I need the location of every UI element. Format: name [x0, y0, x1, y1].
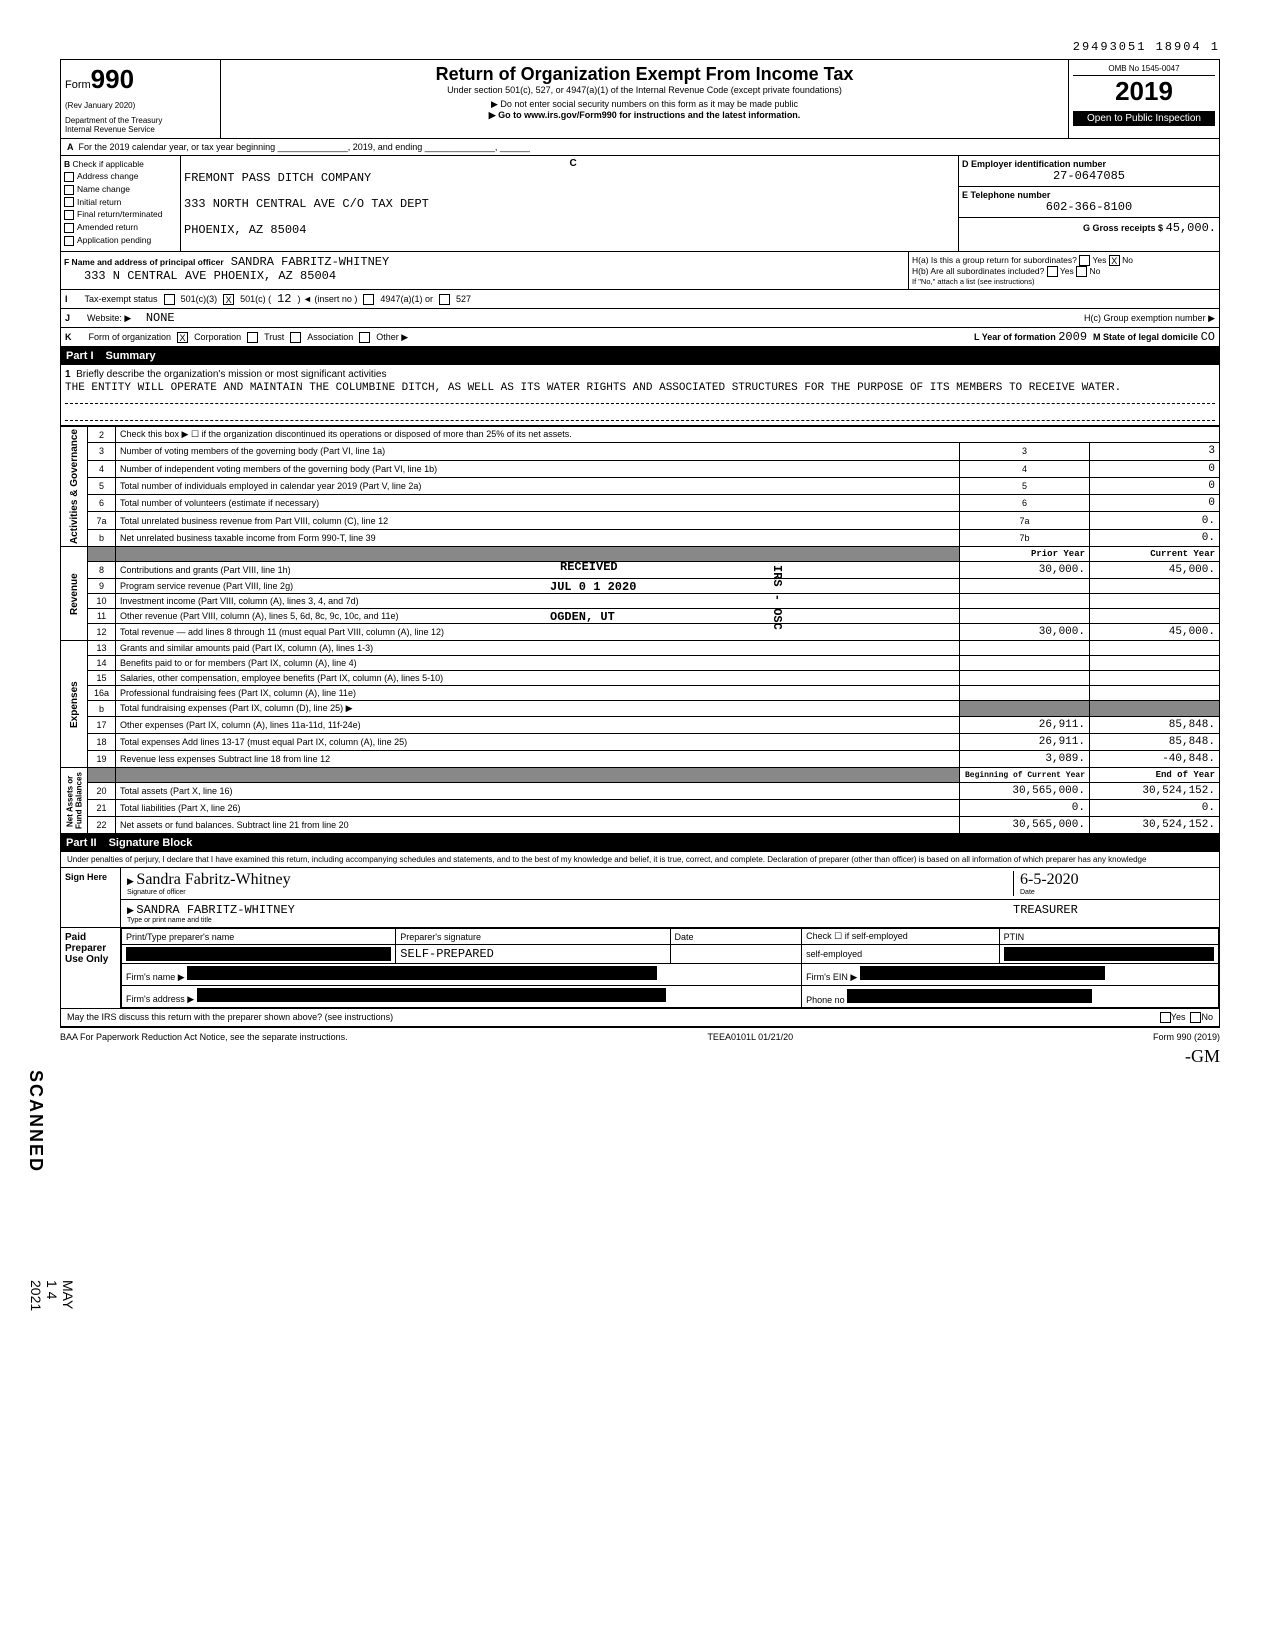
baa-notice: BAA For Paperwork Reduction Act Notice, … — [60, 1032, 348, 1042]
initials: -GM — [60, 1046, 1220, 1067]
discuss-text: May the IRS discuss this return with the… — [67, 1012, 1160, 1023]
signature: Sandra Fabritz-Whitney — [136, 871, 290, 888]
discuss-yes[interactable] — [1160, 1012, 1171, 1023]
vlabel-exp: Expenses — [61, 641, 88, 768]
discuss-no[interactable] — [1190, 1012, 1201, 1023]
chk-4947[interactable] — [363, 294, 374, 305]
omb-number: OMB No 1545-0047 — [1073, 64, 1215, 76]
chk-corp[interactable]: X — [177, 332, 188, 343]
row-j: J Website: ▶ NONE H(c) Group exemption n… — [60, 309, 1220, 328]
signature-block: Under penalties of perjury, I declare th… — [60, 852, 1220, 1027]
website-value: NONE — [146, 311, 175, 325]
chk-other[interactable] — [359, 332, 370, 343]
perjury-declaration: Under penalties of perjury, I declare th… — [61, 852, 1219, 868]
row-k: K Form of organization X Corporation Tru… — [60, 328, 1220, 347]
year-box: OMB No 1545-0047 2019 Open to Public Ins… — [1069, 60, 1219, 138]
hb-sub: If "No," attach a list (see instructions… — [912, 277, 1216, 286]
line2-text: Check this box ▶ ☐ if the organization d… — [116, 427, 1220, 443]
col-c-org: C FREMONT PASS DITCH COMPANY 333 NORTH C… — [181, 156, 959, 251]
form-dept: Department of the Treasury Internal Reve… — [65, 116, 216, 134]
scanned-stamp: SCANNED — [25, 1070, 46, 1173]
form-title: Return of Organization Exempt From Incom… — [225, 64, 1064, 85]
vlabel-gov: Activities & Governance — [61, 427, 88, 547]
sig-date: 6-5-2020 — [1020, 871, 1079, 888]
paid-preparer-label: Paid Preparer Use Only — [61, 928, 121, 1008]
form-rev: (Rev January 2020) — [65, 101, 216, 110]
sign-here-label: Sign Here — [61, 868, 121, 927]
col-b-checkboxes: B Check if applicable Address change Nam… — [61, 156, 181, 251]
self-prepared: SELF-PREPARED — [396, 945, 670, 964]
sig-title: TREASURER — [1013, 903, 1213, 924]
chk-address-change[interactable]: Address change — [64, 171, 177, 182]
sig-typed-name: SANDRA FABRITZ-WHITNEY — [136, 903, 294, 917]
filing-id: 29493051 18904 1 — [60, 40, 1220, 54]
phone-label: E Telephone number — [962, 190, 1216, 200]
chk-initial-return[interactable]: Initial return — [64, 197, 177, 208]
ha-label: H(a) Is this a group return for subordin… — [912, 255, 1077, 265]
row-fgh: F Name and address of principal officer … — [60, 252, 1220, 291]
subtitle-1: Under section 501(c), 527, or 4947(a)(1)… — [225, 85, 1064, 95]
sig-date-label: Date — [1020, 889, 1213, 896]
scan-date-stamp: MAY 1 4 2021 — [28, 1280, 76, 1311]
summary-table: Activities & Governance 2 Check this box… — [60, 426, 1220, 834]
open-public-badge: Open to Public Inspection — [1073, 111, 1215, 126]
footer: BAA For Paperwork Reduction Act Notice, … — [60, 1027, 1220, 1046]
redacted-ein — [860, 966, 1105, 980]
chk-final-return[interactable]: Final return/terminated — [64, 209, 177, 220]
mission-block: 1 Briefly describe the organization's mi… — [60, 365, 1220, 426]
paid-preparer-table: Print/Type preparer's name Preparer's si… — [121, 928, 1219, 1008]
redacted-ptin — [1004, 947, 1214, 961]
chk-501c3[interactable] — [164, 294, 175, 305]
part1-header: Part ISummary — [60, 347, 1220, 365]
hc-label: H(c) Group exemption number ▶ — [1084, 313, 1215, 324]
form-label: Form — [65, 79, 91, 91]
chk-application-pending[interactable]: Application pending — [64, 235, 177, 246]
redacted-addr — [197, 988, 667, 1002]
vlabel-na: Net Assets or Fund Balances — [61, 768, 88, 834]
chk-assoc[interactable] — [290, 332, 301, 343]
redacted-firm — [187, 966, 657, 980]
block-bcd: B Check if applicable Address change Nam… — [60, 156, 1220, 252]
chk-amended[interactable]: Amended return — [64, 222, 177, 233]
part2-header: Part IISignature Block — [60, 834, 1220, 852]
gross-value: 45,000. — [1166, 221, 1216, 235]
ein-value: 27-0647085 — [962, 169, 1216, 183]
col-de: D Employer identification number 27-0647… — [959, 156, 1219, 251]
redacted-phone — [847, 989, 1092, 1003]
header: Form990 (Rev January 2020) Department of… — [60, 59, 1220, 139]
teea-code: TEEA0101L 01/21/20 — [707, 1032, 793, 1042]
title-box: Return of Organization Exempt From Incom… — [221, 60, 1069, 138]
ein-label: D Employer identification number — [962, 159, 1216, 169]
officer-addr: 333 N CENTRAL AVE PHOENIX, AZ 85004 — [84, 269, 336, 283]
form-footer: Form 990 (2019) — [1153, 1032, 1220, 1042]
mission-text: THE ENTITY WILL OPERATE AND MAINTAIN THE… — [65, 380, 1215, 404]
ha-yes[interactable] — [1079, 255, 1090, 266]
chk-name-change[interactable]: Name change — [64, 184, 177, 195]
line-a: A For the 2019 calendar year, or tax yea… — [60, 139, 1220, 156]
chk-527[interactable] — [439, 294, 450, 305]
hb-no[interactable] — [1076, 266, 1087, 277]
ha-no[interactable]: X — [1109, 255, 1120, 266]
hb-label: H(b) Are all subordinates included? — [912, 266, 1044, 276]
org-addr2: PHOENIX, AZ 85004 — [184, 223, 955, 237]
chk-501c[interactable]: X — [223, 294, 234, 305]
row-i: I Tax-exempt status 501(c)(3) X 501(c) (… — [60, 290, 1220, 309]
org-name: FREMONT PASS DITCH COMPANY — [184, 171, 955, 185]
gross-label: G Gross receipts $ — [1083, 223, 1163, 233]
org-addr1: 333 NORTH CENTRAL AVE C/O TAX DEPT — [184, 197, 955, 211]
sig-officer-label: Signature of officer — [127, 889, 1013, 896]
phone-value: 602-366-8100 — [962, 200, 1216, 214]
officer-label: F Name and address of principal officer — [64, 257, 224, 267]
subtitle-2: ▶ Do not enter social security numbers o… — [225, 99, 1064, 110]
sig-typed-label: Type or print name and title — [127, 917, 1013, 924]
chk-trust[interactable] — [247, 332, 258, 343]
form-number: 990 — [91, 64, 134, 94]
redacted-name — [126, 947, 391, 961]
officer-name: SANDRA FABRITZ-WHITNEY — [231, 255, 389, 269]
hb-yes[interactable] — [1047, 266, 1058, 277]
form-box: Form990 (Rev January 2020) Department of… — [61, 60, 221, 138]
tax-year: 2019 — [1073, 76, 1215, 107]
vlabel-rev: Revenue — [61, 547, 88, 641]
subtitle-3: ▶ Go to www.irs.gov/Form990 for instruct… — [225, 110, 1064, 121]
